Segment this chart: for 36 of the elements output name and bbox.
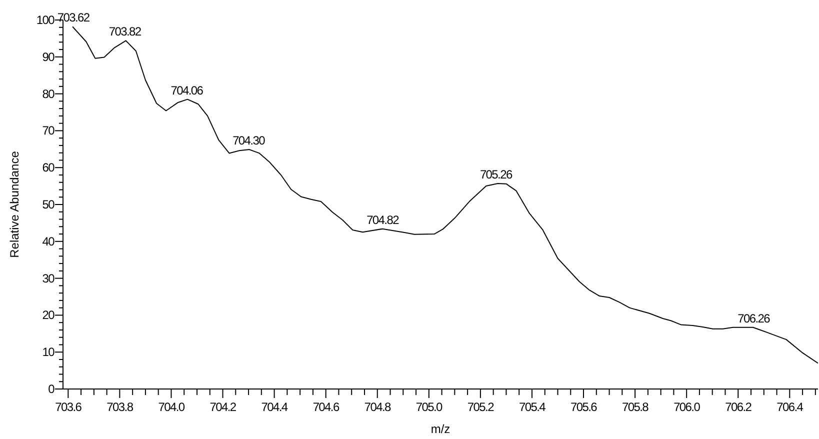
x-tick-label: 703.8 [106,400,134,414]
y-tick-label: 90 [42,50,56,64]
y-tick-label: 80 [42,86,56,101]
annotation: 704.06 [170,83,204,98]
y-tick-label: 60 [42,160,56,175]
x-tick-label: 706.4 [776,400,804,414]
annotation: 706.26 [738,311,771,326]
annotation: 704.82 [366,212,400,227]
x-axis-title: m/z [430,422,450,436]
y-tick-label: 40 [42,234,56,248]
annotation: 703.62 [57,10,90,25]
x-tick-label: 704.0 [158,400,186,414]
line-series [72,26,818,364]
annotation: 705.26 [480,167,513,182]
y-tick-label: 70 [42,124,56,138]
y-tick-label: 0 [48,382,56,396]
x-tick-label: 705.6 [570,400,598,414]
y-tick-label: 100 [36,13,56,27]
y-axis-title: Relative Abundance [7,150,22,258]
x-tick-label: 704.4 [261,400,288,414]
x-tick-label: 705.0 [416,400,444,414]
annotation: 704.30 [232,134,266,148]
y-tick-label: 20 [42,308,56,322]
x-tick-label: 704.8 [364,400,392,414]
annotation: 703.82 [108,24,142,39]
x-tick-label: 706.0 [674,400,701,414]
x-tick-label: 705.2 [467,400,495,414]
x-tick-label: 705.4 [518,400,546,414]
x-tick-label: 704.2 [210,400,237,414]
x-tick-label: 704.6 [312,400,340,414]
y-tick-label: 50 [42,198,56,212]
x-tick-label: 706.2 [725,400,752,414]
y-tick-label: 10 [42,345,56,360]
x-tick-label: 705.8 [622,400,650,414]
x-tick-label: 703.6 [55,400,82,414]
y-tick-label: 30 [42,271,56,286]
